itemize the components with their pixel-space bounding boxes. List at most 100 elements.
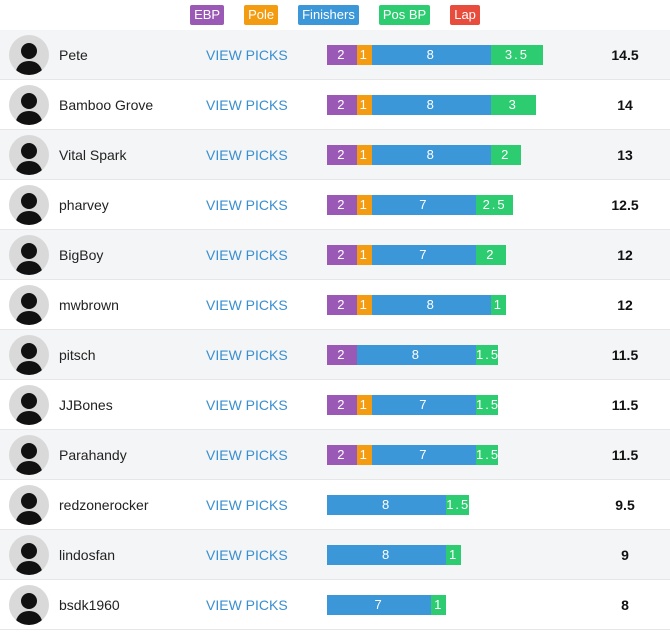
score-segment: 7 bbox=[371, 195, 476, 215]
score-bar: 2 1 7 1.5 bbox=[327, 445, 499, 465]
row: mwbrown VIEW PICKS 2 1 8 1 12 bbox=[0, 280, 670, 330]
total-score: 14.5 bbox=[611, 47, 639, 63]
score-segment: 1 bbox=[356, 45, 372, 65]
total-score: 9 bbox=[621, 547, 629, 563]
score-segment: 2 bbox=[327, 395, 357, 415]
player-name: pitsch bbox=[59, 347, 96, 363]
score-segment: 8 bbox=[327, 495, 447, 515]
avatar-icon bbox=[9, 85, 49, 125]
score-segment: 1 bbox=[356, 395, 372, 415]
player-name: Pete bbox=[59, 47, 88, 63]
avatar-icon bbox=[9, 235, 49, 275]
player-name: redzonerocker bbox=[59, 497, 149, 513]
row: Bamboo Grove VIEW PICKS 2 1 8 3 14 bbox=[0, 80, 670, 130]
total-score: 12 bbox=[617, 247, 633, 263]
avatar bbox=[9, 385, 49, 425]
score-segment: 1 bbox=[431, 595, 447, 615]
avatar-icon bbox=[9, 485, 49, 525]
view-picks-link[interactable]: VIEW PICKS bbox=[206, 497, 288, 513]
player-name: mwbrown bbox=[59, 297, 119, 313]
legend-item[interactable]: Lap bbox=[450, 5, 480, 25]
total-score: 12 bbox=[617, 297, 633, 313]
legend-item[interactable]: Pole bbox=[244, 5, 279, 25]
row: Vital Spark VIEW PICKS 2 1 8 2 13 bbox=[0, 130, 670, 180]
score-segment: 2 bbox=[327, 345, 357, 365]
view-picks-link[interactable]: VIEW PICKS bbox=[206, 397, 288, 413]
avatar-icon bbox=[9, 285, 49, 325]
score-segment: 1 bbox=[356, 445, 372, 465]
avatar bbox=[9, 435, 49, 475]
score-segment: 1 bbox=[356, 95, 372, 115]
legend-item[interactable]: Pos BP bbox=[378, 5, 431, 25]
row: pharvey VIEW PICKS 2 1 7 2.5 12.5 bbox=[0, 180, 670, 230]
avatar bbox=[9, 335, 49, 375]
score-segment: 1.5 bbox=[475, 395, 499, 415]
score-segment: 1 bbox=[490, 295, 506, 315]
score-bar: 2 1 8 3.5 bbox=[327, 45, 544, 65]
legend-item[interactable]: Finishers bbox=[298, 5, 359, 25]
avatar bbox=[9, 35, 49, 75]
leaderboard: Pete VIEW PICKS 2 1 8 3.5 14.5 Bamboo Grove VIEW… bbox=[0, 30, 670, 630]
score-segment: 2 bbox=[327, 195, 357, 215]
score-segment: 1.5 bbox=[475, 345, 499, 365]
view-picks-link[interactable]: VIEW PICKS bbox=[206, 297, 288, 313]
score-segment: 2 bbox=[490, 145, 521, 165]
score-segment: 1.5 bbox=[475, 445, 499, 465]
score-segment: 2 bbox=[327, 245, 357, 265]
score-segment: 1 bbox=[446, 545, 462, 565]
row: Parahandy VIEW PICKS 2 1 7 1.5 11.5 bbox=[0, 430, 670, 480]
avatar bbox=[9, 485, 49, 525]
total-score: 12.5 bbox=[611, 197, 639, 213]
view-picks-link[interactable]: VIEW PICKS bbox=[206, 547, 288, 563]
score-segment: 1 bbox=[356, 245, 372, 265]
score-segment: 1.5 bbox=[446, 495, 469, 515]
total-score: 9.5 bbox=[615, 497, 635, 513]
legend: EBP Pole Finishers Pos BP Lap bbox=[0, 5, 670, 25]
player-name: pharvey bbox=[59, 197, 109, 213]
score-segment: 7 bbox=[327, 595, 432, 615]
score-segment: 8 bbox=[371, 145, 491, 165]
row: lindosfan VIEW PICKS 8 1 9 bbox=[0, 530, 670, 580]
view-picks-link[interactable]: VIEW PICKS bbox=[206, 447, 288, 463]
player-name: lindosfan bbox=[59, 547, 116, 563]
view-picks-link[interactable]: VIEW PICKS bbox=[206, 597, 288, 613]
row: Pete VIEW PICKS 2 1 8 3.5 14.5 bbox=[0, 30, 670, 80]
player-name: BigBoy bbox=[59, 247, 104, 263]
player-name: Vital Spark bbox=[59, 147, 127, 163]
avatar bbox=[9, 185, 49, 225]
score-segment: 8 bbox=[327, 545, 447, 565]
view-picks-link[interactable]: VIEW PICKS bbox=[206, 197, 288, 213]
avatar bbox=[9, 535, 49, 575]
player-name: Bamboo Grove bbox=[59, 97, 154, 113]
row: bsdk1960 VIEW PICKS 7 1 8 bbox=[0, 580, 670, 630]
view-picks-link[interactable]: VIEW PICKS bbox=[206, 247, 288, 263]
avatar-icon bbox=[9, 185, 49, 225]
view-picks-link[interactable]: VIEW PICKS bbox=[206, 47, 288, 63]
row: JJBones VIEW PICKS 2 1 7 1.5 11.5 bbox=[0, 380, 670, 430]
player-name: bsdk1960 bbox=[59, 597, 120, 613]
total-score: 8 bbox=[621, 597, 629, 613]
score-bar: 2 1 7 2.5 bbox=[327, 195, 514, 215]
score-segment: 3.5 bbox=[490, 45, 544, 65]
score-segment: 2 bbox=[327, 45, 357, 65]
score-bar: 2 8 1.5 bbox=[327, 345, 499, 365]
score-bar: 2 1 7 1.5 bbox=[327, 395, 499, 415]
view-picks-link[interactable]: VIEW PICKS bbox=[206, 97, 288, 113]
view-picks-link[interactable]: VIEW PICKS bbox=[206, 147, 288, 163]
avatar-icon bbox=[9, 435, 49, 475]
score-segment: 8 bbox=[356, 345, 476, 365]
avatar bbox=[9, 85, 49, 125]
score-segment: 2 bbox=[475, 245, 506, 265]
score-segment: 2 bbox=[327, 295, 357, 315]
legend-item[interactable]: EBP bbox=[190, 5, 225, 25]
total-score: 11.5 bbox=[611, 347, 639, 363]
view-picks-link[interactable]: VIEW PICKS bbox=[206, 347, 288, 363]
score-segment: 1 bbox=[356, 195, 372, 215]
avatar-icon bbox=[9, 585, 49, 625]
